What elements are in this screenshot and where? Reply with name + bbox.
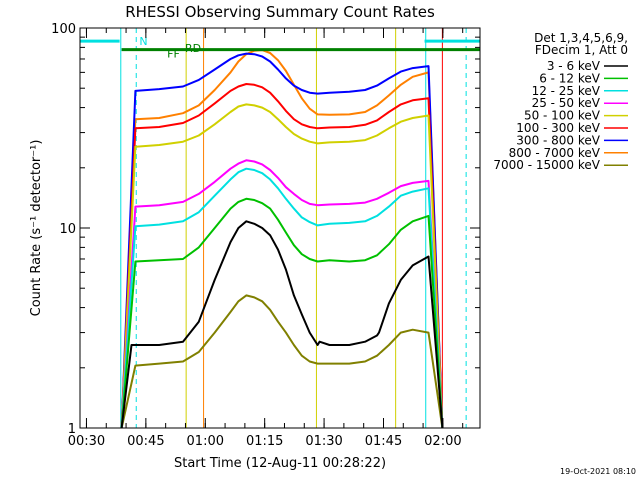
series-line-300-800-kev: [120, 52, 444, 429]
series-layer: [120, 49, 444, 429]
legend-header-line-1: Det 1,3,4,5,6,9,: [534, 31, 628, 45]
x-tick-label-3: 01:15: [246, 434, 283, 449]
legend: Det 1,3,4,5,6,9, FDecim 1, Att 0 3 - 6 k…: [493, 31, 628, 172]
series-line-50-100-kev: [120, 103, 444, 429]
x-axis-label: Start Time (12-Aug-11 00:28:22): [174, 456, 386, 471]
y-tick-label-0: 1: [68, 422, 76, 437]
y-tick-label-1: 10: [59, 222, 76, 237]
series-line-7000-15000-kev: [120, 294, 444, 429]
series-line-25-50-kev: [120, 159, 444, 429]
state-label-ff: FF: [167, 48, 180, 61]
legend-label-3-6-kev: 3 - 6 keV: [547, 59, 601, 73]
series-line-6-12-kev: [120, 197, 444, 429]
axes-layer: 00:30 00:45 01:00 01:15 01:30 01:45 02:00 1 10 10…: [51, 22, 480, 449]
x-tick-label-0: 00:30: [68, 434, 105, 449]
x-tick-label-1: 00:45: [127, 434, 164, 449]
x-tick-label-6: 02:00: [424, 434, 461, 449]
plot-frame: [79, 27, 481, 429]
x-tick-label-4: 01:30: [305, 434, 342, 449]
y-tick-label-2: 100: [51, 22, 76, 37]
generation-timestamp: 19-Oct-2021 08:10: [560, 467, 636, 476]
x-tick-label-2: 01:00: [187, 434, 224, 449]
x-tick-label-5: 01:45: [365, 434, 402, 449]
series-line-3-6-kev: [120, 220, 444, 429]
legend-label-300-800-kev: 300 - 800 keV: [516, 133, 600, 147]
state-label-n: N: [139, 35, 147, 48]
legend-label-6-12-kev: 6 - 12 keV: [539, 71, 601, 85]
legend-header-line-2: FDecim 1, Att 0: [535, 43, 628, 57]
series-line-800-7000-kev: [120, 49, 444, 429]
series-line-12-25-kev: [120, 167, 444, 429]
marker-layer: [79, 28, 467, 428]
state-bar-layer: N RD FF: [80, 35, 480, 61]
chart-title: RHESSI Observing Summary Count Rates: [125, 3, 435, 21]
state-label-rd: RD: [185, 42, 201, 55]
legend-label-7000-15000-kev: 7000 - 15000 keV: [493, 158, 600, 172]
y-axis-label: Count Rate (s⁻¹ detector⁻¹): [29, 140, 44, 317]
legend-label-800-7000-kev: 800 - 7000 keV: [509, 146, 601, 160]
series-line-100-300-kev: [120, 83, 444, 429]
legend-label-12-25-kev: 12 - 25 keV: [532, 84, 601, 98]
legend-label-50-100-kev: 50 - 100 keV: [524, 109, 601, 123]
legend-label-25-50-kev: 25 - 50 keV: [532, 96, 601, 110]
legend-label-100-300-kev: 100 - 300 keV: [516, 121, 600, 135]
